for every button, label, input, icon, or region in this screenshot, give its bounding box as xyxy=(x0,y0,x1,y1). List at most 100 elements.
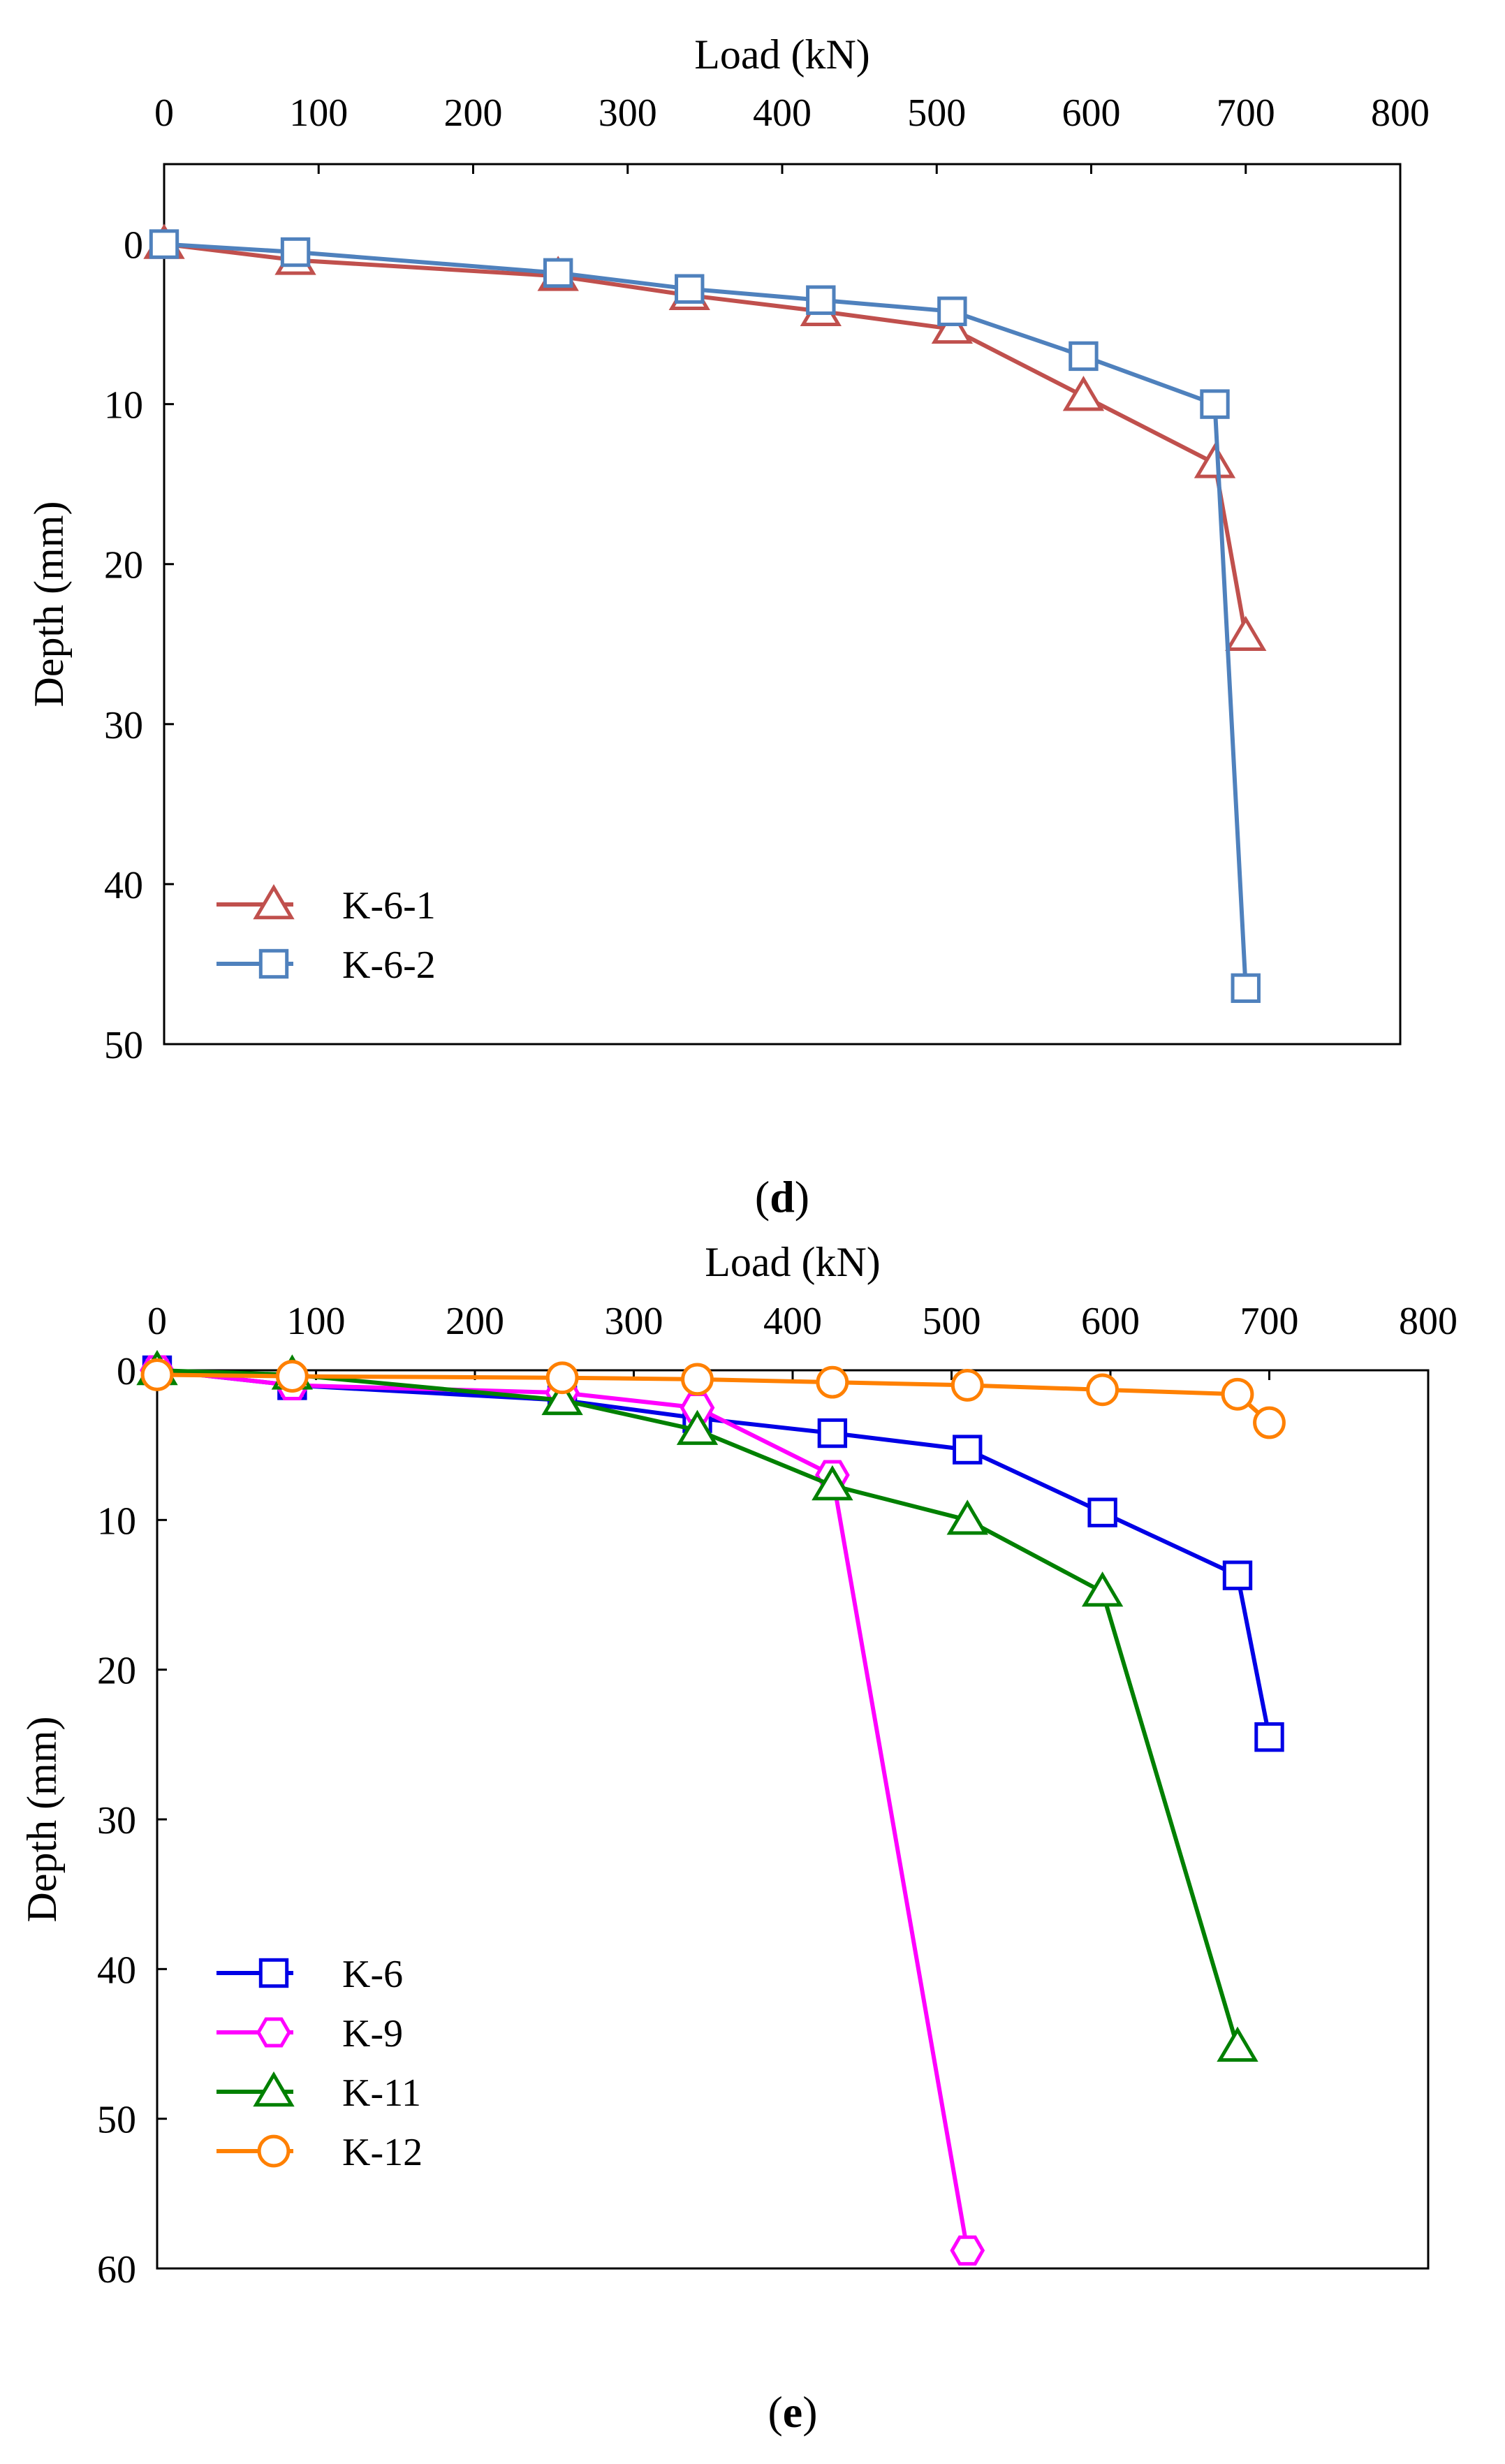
legend-marker xyxy=(253,2071,295,2107)
x-tick-label: 300 xyxy=(599,91,657,135)
y-tick-label: 50 xyxy=(104,1024,143,1067)
legend-label: K-6-2 xyxy=(342,944,436,987)
data-point-K-12 xyxy=(275,1360,309,1393)
y-tick-label: 50 xyxy=(97,2099,136,2142)
x-tick-label: 500 xyxy=(923,1300,981,1343)
legend-label: K-6 xyxy=(342,1953,403,1996)
legend-label: K-9 xyxy=(342,2012,403,2055)
y-tick-label: 10 xyxy=(97,1499,136,1543)
panel-d: 0 100 200 300 400 500 600 700 800 0 10 20 30 40 50 Load… xyxy=(26,31,1430,1222)
legend-item: K-9 xyxy=(216,2012,403,2055)
data-point-K-12 xyxy=(1086,1373,1119,1407)
y-tick-label: 30 xyxy=(104,704,143,747)
y-tick-label: 10 xyxy=(104,384,143,427)
data-point-K-11 xyxy=(812,1465,853,1501)
data-point-K-6 xyxy=(1254,1722,1284,1752)
data-point-K-6-2 xyxy=(280,237,311,267)
data-point-K-11 xyxy=(676,1409,719,1445)
data-point-K-6-2 xyxy=(149,229,179,259)
legend-item: K-6 xyxy=(216,1953,403,1996)
data-point-K-12 xyxy=(681,1363,714,1396)
x-tick-label: 800 xyxy=(1399,1300,1458,1343)
data-point-K-9 xyxy=(680,1393,715,1423)
data-point-K-11 xyxy=(541,1379,583,1416)
y-tick-label: 0 xyxy=(117,1350,136,1393)
legend: K-6-1 K-6-2 xyxy=(216,883,436,987)
x-tick-label: 700 xyxy=(1217,91,1275,135)
data-point-K-11 xyxy=(1081,1571,1124,1607)
legend-marker xyxy=(253,883,295,920)
x-tick-label: 100 xyxy=(287,1300,346,1343)
data-point-K-6 xyxy=(1222,1560,1253,1590)
data-point-K-11 xyxy=(946,1499,988,1535)
x-tick-label: 600 xyxy=(1062,91,1121,135)
legend-marker xyxy=(257,2134,291,2168)
data-point-K-12 xyxy=(545,1361,579,1395)
legend-marker xyxy=(256,2017,291,2048)
data-point-K-6-2 xyxy=(937,296,967,326)
y-tick-label: 60 xyxy=(97,2248,136,2291)
legend-marker xyxy=(258,948,289,979)
x-tick-label: 400 xyxy=(753,91,812,135)
x-tick-label: 700 xyxy=(1240,1300,1299,1343)
x-axis-label: Load (kN) xyxy=(705,1239,881,1285)
data-point-K-11 xyxy=(1217,2026,1258,2062)
x-tick-label: 0 xyxy=(154,91,174,135)
data-point-K-6-2 xyxy=(543,258,573,288)
data-point-K-12 xyxy=(140,1358,174,1391)
data-point-K-6-1 xyxy=(1225,615,1267,652)
data-point-K-6-2 xyxy=(806,285,836,315)
data-point-K-6 xyxy=(1087,1497,1117,1527)
data-point-K-6-2 xyxy=(1231,973,1261,1004)
legend-label: K-6-1 xyxy=(342,884,436,927)
legend-item: K-11 xyxy=(216,2071,421,2115)
x-tick-label: 500 xyxy=(907,91,966,135)
data-point-K-6-1 xyxy=(1062,376,1105,411)
data-point-K-12 xyxy=(1253,1406,1286,1439)
x-tick-label: 200 xyxy=(444,91,503,135)
data-point-K-6-2 xyxy=(675,274,705,304)
y-axis-label: Depth (mm) xyxy=(26,501,72,707)
legend-marker xyxy=(258,1958,289,1988)
panel-label: (e) xyxy=(768,2387,817,2437)
series-line-K-11 xyxy=(156,1368,1240,2048)
legend-item: K-6-2 xyxy=(216,944,436,987)
data-point-K-6-2 xyxy=(1069,341,1099,372)
series-line-K-9 xyxy=(156,1368,970,2251)
panel-label: (d) xyxy=(755,1172,809,1222)
legend-label: K-12 xyxy=(342,2131,423,2174)
data-point-K-6 xyxy=(953,1435,983,1465)
data-point-K-6-2 xyxy=(1200,389,1230,419)
y-tick-label: 30 xyxy=(97,1799,136,1842)
y-tick-label: 20 xyxy=(97,1650,136,1693)
x-tick-label: 200 xyxy=(446,1300,504,1343)
data-point-K-6-1 xyxy=(931,308,974,344)
data-point-K-6 xyxy=(817,1418,848,1449)
x-tick-label: 800 xyxy=(1371,91,1430,135)
x-tick-label: 100 xyxy=(289,91,348,135)
x-axis-label: Load (kN) xyxy=(694,31,870,78)
data-point-K-12 xyxy=(1221,1377,1254,1411)
data-point-K-12 xyxy=(950,1369,984,1402)
y-tick-label: 40 xyxy=(97,1949,136,1992)
y-tick-label: 40 xyxy=(104,864,143,907)
legend-label: K-11 xyxy=(342,2071,421,2115)
x-tick-label: 0 xyxy=(147,1300,167,1343)
data-point-K-9 xyxy=(950,2235,985,2266)
legend-item: K-6-1 xyxy=(216,883,436,927)
series-K-12 xyxy=(140,1358,1286,1439)
x-tick-label: 600 xyxy=(1081,1300,1140,1343)
legend-item: K-12 xyxy=(216,2131,423,2174)
panel-e: 0 100 200 300 400 500 600 700 800 0 10 20 30 40 50 60 Lo… xyxy=(19,1239,1458,2437)
y-tick-label: 20 xyxy=(104,544,143,587)
y-tick-label: 0 xyxy=(124,224,143,267)
series-K-6-2 xyxy=(149,229,1261,1004)
y-axis-label: Depth (mm) xyxy=(19,1717,65,1923)
x-tick-label: 400 xyxy=(763,1300,822,1343)
legend: K-6 K-9 K-11 K-12 xyxy=(216,1953,423,2174)
data-point-K-12 xyxy=(816,1365,849,1399)
x-tick-label: 300 xyxy=(605,1300,663,1343)
data-point-K-6-1 xyxy=(1194,443,1236,478)
